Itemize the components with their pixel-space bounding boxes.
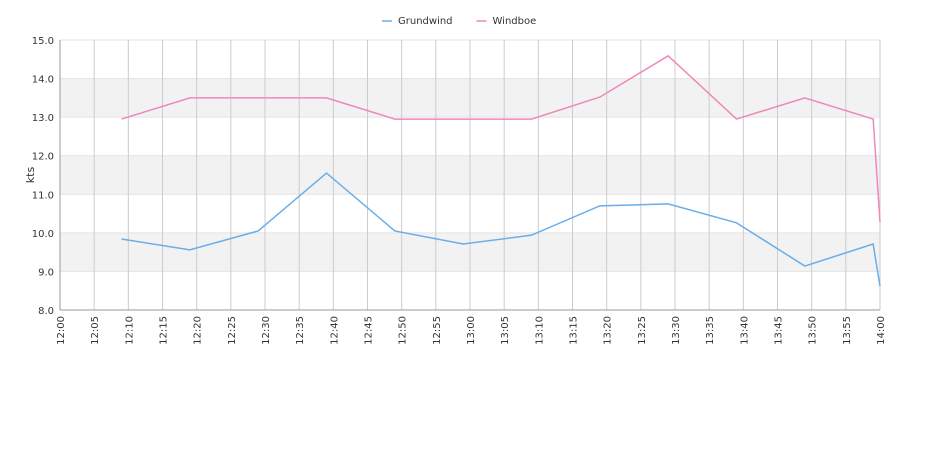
x-tick-label: 12:45 [364, 316, 375, 345]
x-tick-label: 12:15 [159, 316, 170, 345]
legend-label: Windboe [493, 16, 537, 27]
x-tick-label: 12:35 [295, 316, 306, 345]
x-tick-label: 12:00 [56, 316, 67, 345]
y-tick-label: 11.0 [32, 190, 54, 201]
x-tick-label: 13:10 [534, 316, 545, 345]
y-tick-label: 12.0 [32, 152, 54, 163]
x-tick-label: 12:50 [398, 316, 409, 345]
x-tick-label: 12:40 [329, 316, 340, 345]
series-line [121, 172, 881, 287]
x-tick-label: 13:40 [739, 316, 750, 345]
x-tick-label: 14:00 [876, 316, 887, 345]
x-tick-label: 13:45 [774, 316, 785, 345]
x-tick-label: 13:05 [500, 316, 511, 345]
y-tick-label: 13.0 [32, 113, 54, 124]
legend-label: Grundwind [398, 16, 453, 27]
y-tick-label: 14.0 [32, 75, 54, 86]
x-tick-label: 12:10 [124, 316, 135, 345]
x-tick-label: 13:20 [603, 316, 614, 345]
x-tick-label: 12:20 [193, 316, 204, 345]
series-line [121, 54, 881, 223]
y-tick-label: 8.0 [38, 306, 54, 317]
x-tick-label: 13:15 [569, 316, 580, 345]
y-tick-label: 9.0 [38, 267, 54, 278]
y-axis-label: kts [24, 167, 37, 184]
x-tick-label: 13:55 [842, 316, 853, 345]
x-tick-label: 12:55 [432, 316, 443, 345]
y-tick-label: 15.0 [32, 36, 54, 47]
x-tick-label: 12:25 [227, 316, 238, 345]
x-tick-label: 13:50 [808, 316, 819, 345]
x-tick-label: 12:05 [90, 316, 101, 345]
x-tick-label: 13:00 [466, 316, 477, 345]
y-tick-label: 10.0 [32, 229, 54, 240]
x-tick-label: 13:30 [671, 316, 682, 345]
x-tick-label: 12:30 [261, 316, 272, 345]
x-tick-label: 13:25 [637, 316, 648, 345]
x-tick-label: 13:35 [705, 316, 716, 345]
